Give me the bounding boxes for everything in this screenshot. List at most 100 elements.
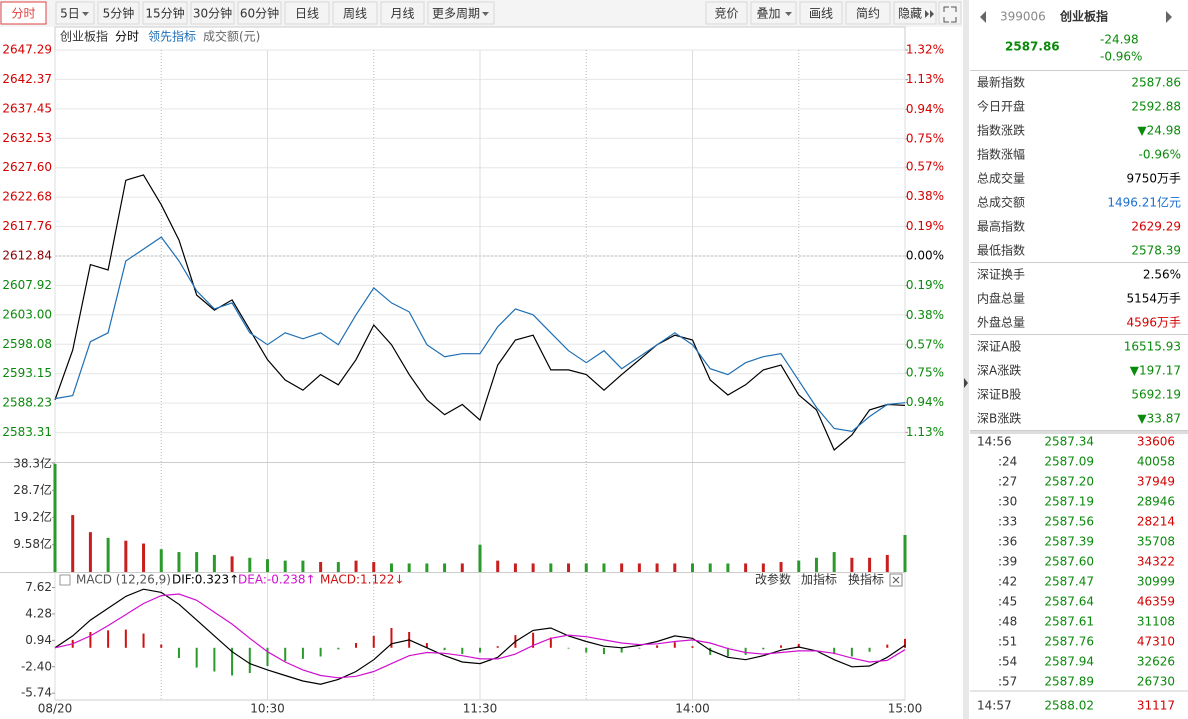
next-arrow[interactable]	[1166, 11, 1172, 23]
period-label[interactable]: 60分钟	[240, 6, 279, 21]
period-button[interactable]	[142, 1, 188, 25]
trade-volume: 26730	[1137, 675, 1175, 689]
quote-label: 今日开盘	[977, 99, 1025, 114]
period-label[interactable]: 30分钟	[193, 6, 232, 21]
period-label[interactable]: 分时	[11, 7, 35, 21]
period-label[interactable]: 5分钟	[103, 6, 135, 21]
trade-price: 2587.19	[1044, 495, 1094, 509]
volume-bar	[478, 544, 482, 572]
quote-value: ▼197.17	[1130, 364, 1181, 378]
period-button[interactable]	[190, 1, 235, 25]
fullscreen-button[interactable]	[938, 1, 962, 25]
y-tick-label: 4.28	[25, 606, 52, 620]
prev-arrow[interactable]	[980, 11, 986, 23]
volume-bar	[708, 563, 712, 572]
period-label[interactable]: 周线	[343, 7, 367, 21]
tool-label[interactable]: 竞价	[714, 7, 738, 21]
tool-label[interactable]: 简约	[856, 6, 880, 21]
y-tick-label: 19.2亿	[13, 509, 52, 524]
period-label[interactable]: 更多周期	[432, 7, 480, 21]
quote-value: ▼24.98	[1137, 124, 1181, 138]
trade-price: 2587.89	[1044, 675, 1094, 689]
indicator-action[interactable]: 换指标	[848, 572, 884, 587]
trade-time: :51	[998, 635, 1017, 649]
y-tick-label: 2647.29	[2, 43, 52, 57]
volume-bar	[797, 560, 801, 572]
trade-time: :57	[998, 675, 1017, 689]
period-button[interactable]	[55, 1, 95, 25]
x-tick-label: 10:30	[250, 702, 285, 716]
trade-volume: 28214	[1137, 515, 1175, 529]
trade-time: 14:57	[977, 699, 1012, 713]
tool-button[interactable]	[705, 1, 748, 25]
trade-price: 2587.47	[1044, 575, 1094, 589]
period-label[interactable]: 5日	[60, 7, 80, 21]
volume-bar	[212, 554, 216, 572]
indicator-icon	[59, 574, 71, 586]
quote-label: 深证换手	[977, 268, 1025, 282]
trade-time: 14:56	[977, 435, 1012, 449]
tool-label[interactable]: 隐藏	[898, 7, 922, 21]
trade-price: 2588.02	[1044, 699, 1094, 713]
quote-label: 深证A股	[977, 340, 1021, 354]
indicator-action[interactable]: 改参数	[755, 572, 791, 587]
y2-tick-label: 1.13%	[906, 72, 944, 86]
dropdown-arrow	[785, 12, 792, 16]
tool-label[interactable]: 叠加	[756, 7, 780, 21]
volume-bar	[142, 543, 146, 572]
volume-bar	[124, 540, 128, 572]
period-button[interactable]	[332, 1, 378, 25]
tool-button[interactable]	[845, 1, 891, 25]
stock-code: 399006	[1000, 10, 1046, 24]
y-tick-label: -5.74	[21, 686, 52, 700]
y-tick-label: 2637.45	[2, 101, 52, 115]
volume-bar	[159, 549, 163, 572]
y2-tick-label: 0.57%	[906, 337, 944, 351]
volume-bar	[868, 557, 872, 572]
volume-bar	[584, 563, 588, 572]
period-button[interactable]	[380, 1, 425, 25]
tool-button[interactable]	[750, 1, 797, 25]
quote-value: 4596万手	[1126, 316, 1181, 330]
dropdown-arrow	[482, 12, 489, 16]
y-tick-label: 0.94	[25, 633, 52, 647]
quote-value: 16515.93	[1124, 340, 1181, 354]
period-label[interactable]: 日线	[295, 7, 319, 21]
trade-volume: 35708	[1137, 535, 1175, 549]
trade-volume: 33606	[1137, 435, 1175, 449]
legend-entry: DIF:0.323↑	[172, 573, 239, 587]
indicator-action[interactable]: 加指标	[801, 572, 837, 587]
y-tick-label: 2603.00	[2, 307, 52, 321]
period-button[interactable]	[0, 1, 47, 25]
chart-title: 创业板指	[60, 29, 108, 44]
quote-label: 外盘总量	[977, 315, 1025, 330]
y2-tick-label: 0.38%	[906, 308, 944, 322]
volume-bar	[903, 535, 907, 572]
quote-label: 最新指数	[977, 75, 1025, 90]
period-button[interactable]	[427, 1, 495, 25]
volume-bar	[691, 563, 694, 572]
y-tick-label: 9.58亿	[13, 536, 52, 551]
volume-bar	[814, 557, 818, 572]
volume-bar	[389, 563, 393, 572]
tool-button[interactable]	[893, 1, 937, 25]
trade-volume: 32626	[1137, 655, 1175, 669]
y-tick-label: 2627.60	[2, 160, 52, 174]
quote-label: 最低指数	[977, 243, 1025, 258]
period-label[interactable]: 15分钟	[145, 6, 184, 21]
quote-value: 2592.88	[1131, 100, 1181, 114]
y-tick-label: 2632.53	[2, 131, 52, 145]
period-button[interactable]	[97, 1, 140, 25]
tool-label[interactable]: 画线	[809, 7, 833, 21]
close-icon	[892, 576, 900, 584]
tool-button[interactable]	[799, 1, 843, 25]
period-button[interactable]	[237, 1, 282, 25]
y-tick-label: 2598.08	[2, 337, 52, 351]
volume-bar	[319, 562, 323, 572]
volume-bar	[425, 563, 429, 572]
period-label[interactable]: 月线	[390, 7, 414, 21]
price-line	[54, 236, 906, 433]
volume-bar	[850, 557, 854, 572]
volume-bar	[726, 563, 730, 572]
period-button[interactable]	[284, 1, 330, 25]
